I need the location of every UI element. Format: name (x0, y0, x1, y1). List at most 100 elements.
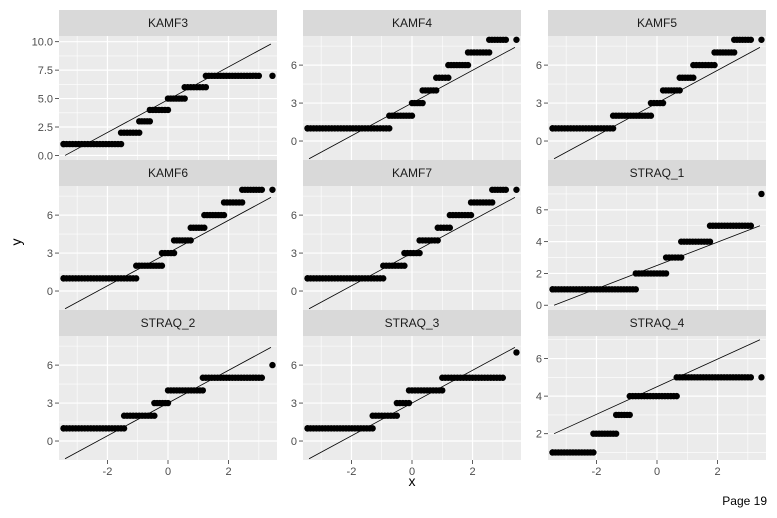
data-point (626, 411, 633, 419)
y-tick-label: 2.5 (38, 122, 53, 134)
y-tick-label: 6 (291, 60, 297, 72)
point-step (549, 286, 640, 293)
data-point (369, 425, 376, 432)
strip-label: KAMF4 (392, 16, 432, 30)
data-point-extreme (60, 275, 67, 282)
point-step (408, 99, 426, 107)
point-step (467, 199, 496, 206)
y-tick-label: 7.5 (38, 65, 53, 77)
data-point (158, 262, 166, 269)
point-step (678, 238, 714, 245)
y-tick-label: 0 (536, 300, 542, 312)
data-point (151, 412, 158, 419)
data-point (445, 74, 452, 81)
data-point-extreme (549, 449, 556, 456)
facet-panel-straq-2: STRAQ_2 0 3 6 -2 0 2 (47, 310, 277, 478)
point-step (676, 74, 697, 81)
data-point (181, 95, 188, 102)
point-step (386, 112, 416, 119)
data-point (401, 262, 408, 269)
data-point-extreme (304, 125, 311, 132)
y-tick-label: 0 (291, 136, 297, 148)
data-point (136, 129, 143, 136)
data-point (199, 387, 207, 394)
y-tick-label: 0 (291, 436, 297, 448)
point-step (609, 112, 655, 119)
data-point (201, 224, 208, 231)
data-point-extreme (269, 72, 276, 80)
point-step (146, 106, 172, 114)
strip-label: KAMF3 (148, 16, 188, 30)
data-point (489, 199, 496, 206)
point-step (158, 249, 178, 257)
point-step (489, 186, 510, 193)
data-point (386, 125, 393, 132)
point-step (133, 262, 166, 269)
y-tick-label: 3 (291, 98, 297, 110)
y-tick-label: 2 (536, 429, 542, 441)
y-tick-label: 2 (536, 268, 542, 280)
y-tick-label: 6 (291, 360, 297, 372)
data-point (433, 87, 440, 94)
y-tick-label: 3 (47, 398, 53, 410)
data-point (673, 392, 680, 400)
y-tick-label: 6 (47, 360, 53, 372)
point-step (416, 237, 441, 244)
x-tick-label: 2 (714, 466, 720, 478)
point-step (405, 387, 446, 394)
point-step (304, 125, 393, 132)
point-step (187, 224, 208, 231)
point-step (590, 430, 620, 437)
y-tick-label: 0 (536, 136, 542, 148)
y-tick-label: 6 (536, 60, 542, 72)
y-tick-label: 4 (536, 237, 542, 249)
facet-panel-kamf7: KAMF7 0 3 6 (291, 160, 521, 310)
data-point (146, 118, 154, 125)
data-point (499, 374, 507, 381)
point-step (673, 374, 755, 381)
point-step (434, 224, 454, 231)
point-step (706, 222, 755, 229)
data-point (380, 275, 387, 282)
plot-area (60, 347, 276, 460)
data-point (408, 112, 416, 119)
point-step (238, 186, 266, 193)
plot-area (304, 36, 520, 160)
data-point (690, 74, 697, 81)
strip-label: STRAQ_2 (141, 316, 196, 330)
data-point (117, 140, 125, 148)
point-step (201, 211, 228, 219)
strip-background (548, 160, 766, 186)
point-step (632, 270, 670, 277)
point-step (304, 425, 376, 432)
plot-area (60, 186, 276, 310)
facet-panel-straq-3: STRAQ_3 0 3 6 -2 0 2 (291, 310, 521, 478)
data-point (747, 222, 755, 229)
data-point-extreme (513, 36, 520, 43)
data-point (609, 125, 617, 132)
point-step (486, 36, 510, 43)
facet-panel-kamf4: KAMF4 0 3 6 (291, 10, 521, 160)
data-point (731, 49, 738, 56)
point-step (419, 87, 440, 94)
data-point (258, 186, 266, 193)
data-point (120, 425, 128, 432)
data-point-extreme (304, 425, 311, 432)
point-step (401, 249, 423, 257)
y-tick-label: 0 (47, 286, 53, 298)
point-step (120, 412, 158, 419)
y-tick-label: 5.0 (38, 94, 53, 106)
point-step (136, 118, 154, 125)
y-tick-label: 0.0 (38, 150, 53, 162)
x-tick-label: 0 (165, 466, 171, 478)
data-point-extreme (549, 286, 556, 293)
point-step (446, 211, 475, 219)
strip-label: STRAQ_1 (630, 166, 685, 180)
strip-background (303, 160, 521, 186)
x-axis-title: x (409, 473, 416, 489)
data-point (164, 106, 172, 114)
plot-area (304, 347, 520, 460)
reference-line (553, 339, 761, 435)
x-tick-label: 0 (409, 466, 415, 478)
